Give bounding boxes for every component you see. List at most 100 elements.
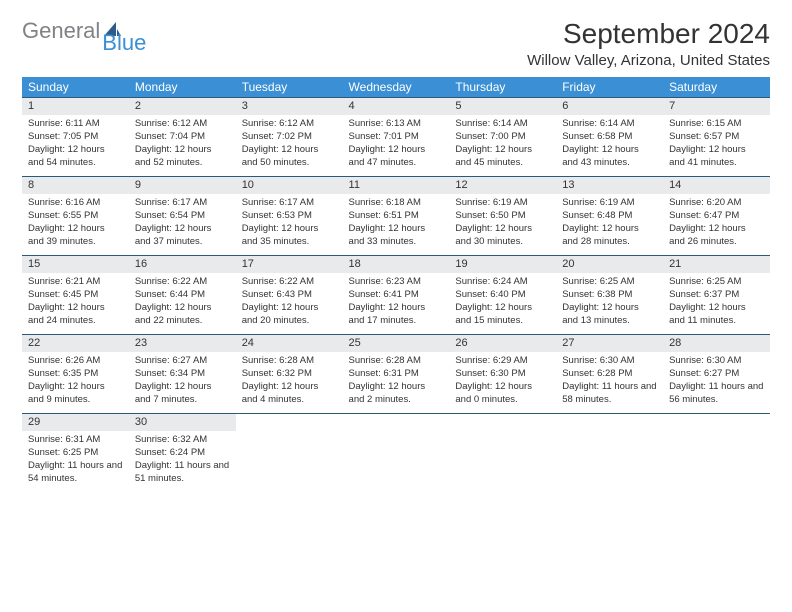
day-content: Sunrise: 6:29 AMSunset: 6:30 PMDaylight:…: [449, 352, 556, 412]
daylight-line: Daylight: 11 hours and 56 minutes.: [669, 381, 764, 407]
daylight-line: Daylight: 12 hours and 47 minutes.: [349, 144, 444, 170]
day-number: 1: [22, 98, 129, 115]
day-header: Friday: [556, 77, 663, 98]
calendar-cell: 11Sunrise: 6:18 AMSunset: 6:51 PMDayligh…: [343, 177, 450, 256]
calendar-cell: 16Sunrise: 6:22 AMSunset: 6:44 PMDayligh…: [129, 256, 236, 335]
logo: General Blue: [22, 18, 166, 44]
sunset-line: Sunset: 6:24 PM: [135, 447, 230, 460]
calendar-cell: [343, 414, 450, 493]
calendar-cell: 17Sunrise: 6:22 AMSunset: 6:43 PMDayligh…: [236, 256, 343, 335]
day-content: Sunrise: 6:16 AMSunset: 6:55 PMDaylight:…: [22, 194, 129, 254]
daylight-line: Daylight: 12 hours and 26 minutes.: [669, 223, 764, 249]
sunrise-line: Sunrise: 6:30 AM: [562, 355, 657, 368]
calendar-table: Sunday Monday Tuesday Wednesday Thursday…: [22, 77, 770, 492]
calendar-row: 29Sunrise: 6:31 AMSunset: 6:25 PMDayligh…: [22, 414, 770, 493]
day-content: Sunrise: 6:26 AMSunset: 6:35 PMDaylight:…: [22, 352, 129, 412]
sunset-line: Sunset: 6:53 PM: [242, 210, 337, 223]
day-number: 26: [449, 335, 556, 352]
day-number: 12: [449, 177, 556, 194]
day-content: Sunrise: 6:12 AMSunset: 7:04 PMDaylight:…: [129, 115, 236, 175]
day-number: 25: [343, 335, 450, 352]
sunset-line: Sunset: 6:45 PM: [28, 289, 123, 302]
sunrise-line: Sunrise: 6:19 AM: [562, 197, 657, 210]
sunset-line: Sunset: 6:57 PM: [669, 131, 764, 144]
daylight-line: Daylight: 12 hours and 20 minutes.: [242, 302, 337, 328]
calendar-cell: 21Sunrise: 6:25 AMSunset: 6:37 PMDayligh…: [663, 256, 770, 335]
day-content: Sunrise: 6:30 AMSunset: 6:28 PMDaylight:…: [556, 352, 663, 412]
sunset-line: Sunset: 6:58 PM: [562, 131, 657, 144]
daylight-line: Daylight: 12 hours and 13 minutes.: [562, 302, 657, 328]
sunset-line: Sunset: 7:01 PM: [349, 131, 444, 144]
sunrise-line: Sunrise: 6:26 AM: [28, 355, 123, 368]
calendar-cell: 13Sunrise: 6:19 AMSunset: 6:48 PMDayligh…: [556, 177, 663, 256]
day-content: Sunrise: 6:13 AMSunset: 7:01 PMDaylight:…: [343, 115, 450, 175]
day-content: Sunrise: 6:28 AMSunset: 6:32 PMDaylight:…: [236, 352, 343, 412]
sunrise-line: Sunrise: 6:12 AM: [242, 118, 337, 131]
day-number: 14: [663, 177, 770, 194]
calendar-cell: 19Sunrise: 6:24 AMSunset: 6:40 PMDayligh…: [449, 256, 556, 335]
day-content: Sunrise: 6:25 AMSunset: 6:38 PMDaylight:…: [556, 273, 663, 333]
calendar-cell: 30Sunrise: 6:32 AMSunset: 6:24 PMDayligh…: [129, 414, 236, 493]
sunset-line: Sunset: 6:38 PM: [562, 289, 657, 302]
day-number: 21: [663, 256, 770, 273]
sunrise-line: Sunrise: 6:31 AM: [28, 434, 123, 447]
day-content: Sunrise: 6:11 AMSunset: 7:05 PMDaylight:…: [22, 115, 129, 175]
daylight-line: Daylight: 12 hours and 24 minutes.: [28, 302, 123, 328]
sunset-line: Sunset: 6:44 PM: [135, 289, 230, 302]
day-header: Sunday: [22, 77, 129, 98]
day-number: 18: [343, 256, 450, 273]
daylight-line: Daylight: 12 hours and 0 minutes.: [455, 381, 550, 407]
sunrise-line: Sunrise: 6:28 AM: [349, 355, 444, 368]
day-number: 17: [236, 256, 343, 273]
calendar-cell: 2Sunrise: 6:12 AMSunset: 7:04 PMDaylight…: [129, 98, 236, 177]
sunset-line: Sunset: 6:55 PM: [28, 210, 123, 223]
day-content: Sunrise: 6:12 AMSunset: 7:02 PMDaylight:…: [236, 115, 343, 175]
day-content: Sunrise: 6:24 AMSunset: 6:40 PMDaylight:…: [449, 273, 556, 333]
day-content: Sunrise: 6:17 AMSunset: 6:54 PMDaylight:…: [129, 194, 236, 254]
daylight-line: Daylight: 12 hours and 11 minutes.: [669, 302, 764, 328]
calendar-cell: 3Sunrise: 6:12 AMSunset: 7:02 PMDaylight…: [236, 98, 343, 177]
sunset-line: Sunset: 6:30 PM: [455, 368, 550, 381]
day-number: 27: [556, 335, 663, 352]
daylight-line: Daylight: 12 hours and 52 minutes.: [135, 144, 230, 170]
calendar-cell: 23Sunrise: 6:27 AMSunset: 6:34 PMDayligh…: [129, 335, 236, 414]
day-content: Sunrise: 6:15 AMSunset: 6:57 PMDaylight:…: [663, 115, 770, 175]
sunrise-line: Sunrise: 6:17 AM: [135, 197, 230, 210]
sunset-line: Sunset: 6:31 PM: [349, 368, 444, 381]
calendar-cell: 14Sunrise: 6:20 AMSunset: 6:47 PMDayligh…: [663, 177, 770, 256]
calendar-cell: 4Sunrise: 6:13 AMSunset: 7:01 PMDaylight…: [343, 98, 450, 177]
day-number: 5: [449, 98, 556, 115]
calendar-cell: 1Sunrise: 6:11 AMSunset: 7:05 PMDaylight…: [22, 98, 129, 177]
sunset-line: Sunset: 6:37 PM: [669, 289, 764, 302]
day-number: 29: [22, 414, 129, 431]
day-number: 4: [343, 98, 450, 115]
day-content: Sunrise: 6:30 AMSunset: 6:27 PMDaylight:…: [663, 352, 770, 412]
day-number: 10: [236, 177, 343, 194]
daylight-line: Daylight: 12 hours and 2 minutes.: [349, 381, 444, 407]
sunrise-line: Sunrise: 6:12 AM: [135, 118, 230, 131]
day-number: 28: [663, 335, 770, 352]
calendar-cell: 22Sunrise: 6:26 AMSunset: 6:35 PMDayligh…: [22, 335, 129, 414]
daylight-line: Daylight: 12 hours and 33 minutes.: [349, 223, 444, 249]
day-content: Sunrise: 6:23 AMSunset: 6:41 PMDaylight:…: [343, 273, 450, 333]
day-content: Sunrise: 6:14 AMSunset: 7:00 PMDaylight:…: [449, 115, 556, 175]
day-content: Sunrise: 6:18 AMSunset: 6:51 PMDaylight:…: [343, 194, 450, 254]
day-number: 23: [129, 335, 236, 352]
sunset-line: Sunset: 6:40 PM: [455, 289, 550, 302]
day-number: 20: [556, 256, 663, 273]
sunrise-line: Sunrise: 6:19 AM: [455, 197, 550, 210]
day-header: Wednesday: [343, 77, 450, 98]
sunrise-line: Sunrise: 6:14 AM: [455, 118, 550, 131]
daylight-line: Daylight: 12 hours and 22 minutes.: [135, 302, 230, 328]
calendar-cell: 15Sunrise: 6:21 AMSunset: 6:45 PMDayligh…: [22, 256, 129, 335]
sunrise-line: Sunrise: 6:14 AM: [562, 118, 657, 131]
day-number: 9: [129, 177, 236, 194]
calendar-cell: 26Sunrise: 6:29 AMSunset: 6:30 PMDayligh…: [449, 335, 556, 414]
daylight-line: Daylight: 12 hours and 43 minutes.: [562, 144, 657, 170]
sunrise-line: Sunrise: 6:28 AM: [242, 355, 337, 368]
calendar-cell: 29Sunrise: 6:31 AMSunset: 6:25 PMDayligh…: [22, 414, 129, 493]
sunset-line: Sunset: 7:04 PM: [135, 131, 230, 144]
calendar-cell: [236, 414, 343, 493]
sunrise-line: Sunrise: 6:23 AM: [349, 276, 444, 289]
header: General Blue September 2024 Willow Valle…: [22, 18, 770, 69]
